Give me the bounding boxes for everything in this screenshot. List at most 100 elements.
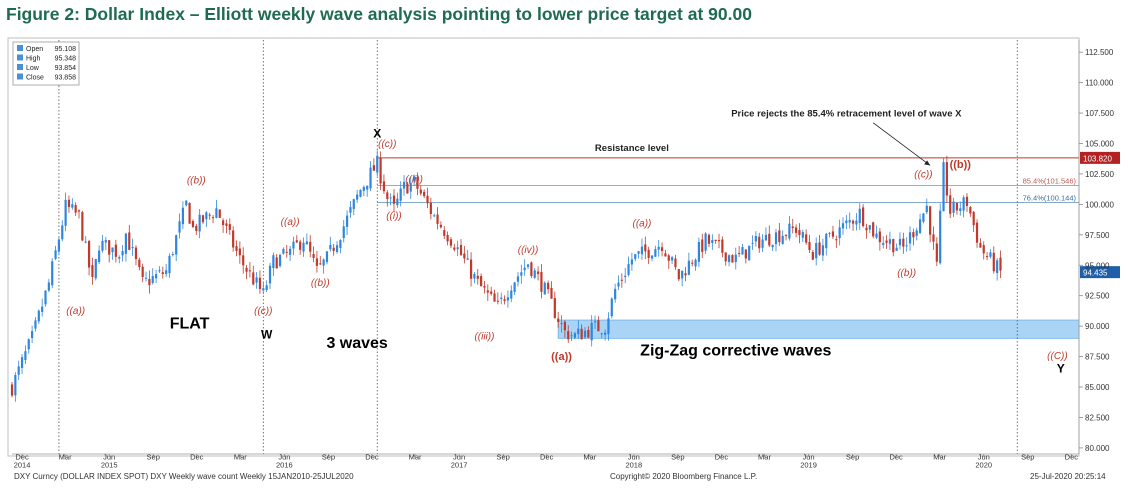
candle-body xyxy=(902,238,905,247)
candle-body xyxy=(402,181,406,189)
wave-label: ((c)) xyxy=(914,170,932,181)
candle-body xyxy=(516,276,520,282)
candle-body xyxy=(419,189,422,194)
fib-level-label: 85.4%(101.546) xyxy=(1023,177,1077,186)
candle-body xyxy=(667,255,670,261)
candle-body xyxy=(500,297,503,300)
candle-body xyxy=(764,234,768,241)
y-tick-label: 82.500 xyxy=(1085,413,1110,422)
candle-body xyxy=(64,199,67,226)
candle-body xyxy=(557,318,560,322)
x-tick-label: Dec xyxy=(889,453,903,462)
x-tick-label: Sep xyxy=(1021,453,1034,462)
candle-body xyxy=(955,202,959,211)
candle-body xyxy=(674,258,677,268)
candle-body xyxy=(543,282,546,295)
ohlc-swatch xyxy=(17,64,23,70)
candle-body xyxy=(178,221,181,233)
candle-body xyxy=(54,250,57,259)
candle-body xyxy=(483,286,486,288)
candle-body xyxy=(845,220,848,224)
last-price-tag xyxy=(1080,266,1120,279)
wave-label: ((b)) xyxy=(897,268,916,279)
candle-body xyxy=(352,199,355,210)
candle-body xyxy=(433,215,436,217)
candle-body xyxy=(935,243,938,262)
candle-body xyxy=(727,255,731,263)
candle-body xyxy=(342,226,345,239)
candle-body xyxy=(624,275,627,278)
candle-body xyxy=(329,244,332,250)
candle-body xyxy=(828,232,831,234)
candle-body xyxy=(312,254,315,258)
candle-body xyxy=(161,272,164,275)
candle-body xyxy=(506,297,510,301)
ohlc-legend-box: Open 95.108 High 95.348 Low 93.854 Close 93.858 xyxy=(12,41,80,86)
candle-body xyxy=(205,212,208,220)
candle-body xyxy=(949,195,952,214)
candle-body xyxy=(872,222,875,237)
candle-body xyxy=(285,251,288,253)
ohlc-swatch xyxy=(17,54,23,61)
candle-body xyxy=(151,276,154,283)
x-tick-label: Jun xyxy=(453,453,465,462)
candle-body xyxy=(707,234,711,244)
candle-body xyxy=(386,192,389,199)
y-tick-label: 102.500 xyxy=(1085,170,1114,179)
ohlc-label: Close xyxy=(26,75,44,82)
candle-body xyxy=(523,267,526,271)
candle-body xyxy=(278,254,282,266)
candle-body xyxy=(590,322,593,341)
candle-body xyxy=(577,328,580,335)
candle-body xyxy=(104,240,107,243)
candle-body xyxy=(754,235,757,242)
x-year-label: 2016 xyxy=(276,461,293,470)
candle-body xyxy=(724,252,727,262)
last-price-label: 94.435 xyxy=(1083,269,1108,278)
plot-frame xyxy=(7,37,1080,457)
candle-body xyxy=(640,246,644,255)
chart-annotation: Price rejects the 85.4% retracement leve… xyxy=(731,109,962,120)
candle-body xyxy=(999,257,1002,271)
candle-body xyxy=(41,306,44,312)
candle-body xyxy=(627,264,630,275)
candle-body xyxy=(878,231,881,243)
candle-body xyxy=(399,188,402,201)
wave-label: ((i)) xyxy=(386,211,402,222)
candle-body xyxy=(714,239,717,241)
candle-body xyxy=(979,242,982,248)
candle-body xyxy=(644,244,647,252)
candle-body xyxy=(232,230,235,248)
candle-body xyxy=(536,271,540,274)
candle-body xyxy=(81,212,84,241)
candle-body xyxy=(587,329,590,338)
x-tick-label: Dec xyxy=(15,453,29,462)
candle-body xyxy=(111,247,114,253)
candle-body xyxy=(379,157,382,184)
candle-body xyxy=(356,194,359,200)
candle-body xyxy=(969,207,972,214)
candle-body xyxy=(868,225,871,230)
candle-body xyxy=(61,225,64,240)
y-tick-label: 85.000 xyxy=(1085,383,1110,392)
candle-body xyxy=(778,230,781,243)
candle-body xyxy=(550,287,553,299)
wave-label: ((a)) xyxy=(281,217,300,228)
wave-label: ((a)) xyxy=(551,351,572,363)
candle-body xyxy=(892,239,895,253)
candle-body xyxy=(784,234,788,236)
candle-body xyxy=(476,275,479,279)
x-tick-label: Jun xyxy=(103,453,115,462)
y-tick-label: 97.500 xyxy=(1085,231,1110,240)
candle-body xyxy=(768,233,771,246)
candle-body xyxy=(962,197,965,211)
candle-body xyxy=(238,248,241,256)
x-year-label: 2018 xyxy=(625,461,642,470)
candle-body xyxy=(895,247,898,251)
chart-annotation: Resistance level xyxy=(595,143,669,154)
candle-body xyxy=(463,253,466,259)
candle-body xyxy=(265,285,268,291)
candle-body xyxy=(637,251,640,254)
candle-body xyxy=(530,262,533,277)
